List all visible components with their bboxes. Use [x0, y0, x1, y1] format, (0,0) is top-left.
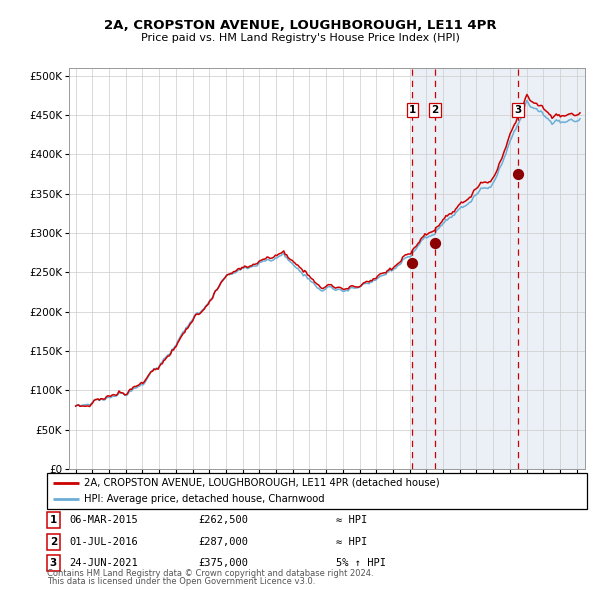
Text: HPI: Average price, detached house, Charnwood: HPI: Average price, detached house, Char…: [83, 494, 324, 504]
Text: 1: 1: [409, 105, 416, 115]
Text: Contains HM Land Registry data © Crown copyright and database right 2024.: Contains HM Land Registry data © Crown c…: [47, 569, 373, 578]
Text: ≈ HPI: ≈ HPI: [336, 516, 367, 525]
Text: £262,500: £262,500: [198, 516, 248, 525]
Text: 5% ↑ HPI: 5% ↑ HPI: [336, 558, 386, 568]
FancyBboxPatch shape: [47, 555, 60, 571]
Text: 2A, CROPSTON AVENUE, LOUGHBOROUGH, LE11 4PR (detached house): 2A, CROPSTON AVENUE, LOUGHBOROUGH, LE11 …: [83, 478, 439, 488]
Text: This data is licensed under the Open Government Licence v3.0.: This data is licensed under the Open Gov…: [47, 578, 315, 586]
Text: £287,000: £287,000: [198, 537, 248, 546]
Text: 2A, CROPSTON AVENUE, LOUGHBOROUGH, LE11 4PR: 2A, CROPSTON AVENUE, LOUGHBOROUGH, LE11 …: [104, 19, 496, 32]
Text: 01-JUL-2016: 01-JUL-2016: [69, 537, 138, 546]
Text: 3: 3: [50, 558, 57, 568]
Text: Price paid vs. HM Land Registry's House Price Index (HPI): Price paid vs. HM Land Registry's House …: [140, 33, 460, 43]
FancyBboxPatch shape: [47, 533, 60, 550]
FancyBboxPatch shape: [47, 512, 60, 529]
Point: [430, 238, 440, 248]
Text: 3: 3: [514, 105, 521, 115]
Text: 2: 2: [50, 537, 57, 546]
Bar: [412, 68, 600, 469]
FancyBboxPatch shape: [47, 473, 587, 509]
Text: 06-MAR-2015: 06-MAR-2015: [69, 516, 138, 525]
Point: [513, 169, 523, 179]
Text: ≈ HPI: ≈ HPI: [336, 537, 367, 546]
Point: [407, 258, 417, 267]
Text: 2: 2: [431, 105, 439, 115]
Text: 1: 1: [50, 516, 57, 525]
Text: 24-JUN-2021: 24-JUN-2021: [69, 558, 138, 568]
Text: £375,000: £375,000: [198, 558, 248, 568]
